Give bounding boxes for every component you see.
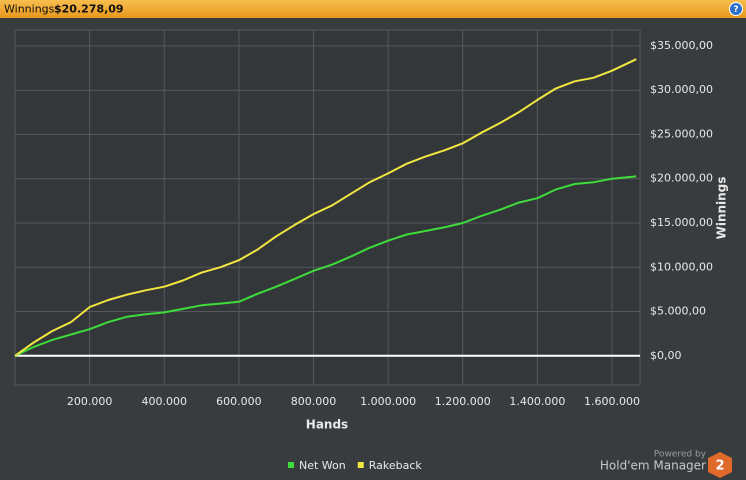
y-tick-label: $0,00: [650, 349, 682, 362]
powered-by: Powered by: [654, 450, 707, 460]
header-value: $20.278,09: [54, 3, 124, 16]
legend-swatch: [288, 462, 294, 468]
x-tick-label: 1.000.000: [360, 395, 416, 408]
y-tick-label: $35.000,00: [650, 39, 713, 52]
series-line: [14, 175, 637, 357]
y-tick-label: $30.000,00: [650, 83, 713, 96]
product-name: Hold'em Manager: [600, 459, 706, 473]
x-tick-label: 1.600.000: [584, 395, 640, 408]
y-tick-label: $25.000,00: [650, 127, 713, 140]
y-tick-label: $10.000,00: [650, 260, 713, 273]
logo-text: 2: [715, 459, 724, 474]
series-line: [14, 58, 637, 357]
x-tick-label: 200.000: [67, 395, 113, 408]
header-bar: [0, 0, 746, 18]
legend-swatch: [357, 462, 364, 468]
x-tick-label: 800.000: [291, 395, 337, 408]
legend-label: Net Won: [299, 459, 346, 472]
help-icon[interactable]: [729, 2, 743, 16]
x-tick-label: 1.200.000: [435, 395, 491, 408]
x-tick-label: 1.400.000: [509, 395, 565, 408]
y-tick-label: $20.000,00: [650, 172, 713, 185]
legend-label: Rakeback: [369, 459, 423, 472]
x-axis-label: Hands: [306, 418, 348, 432]
y-axis-label: Winnings: [715, 177, 729, 240]
header-label: Winnings:: [4, 3, 58, 16]
y-tick-label: $15.000,00: [650, 216, 713, 229]
x-tick-label: 600.000: [216, 395, 262, 408]
y-tick-label: $5.000,00: [650, 305, 706, 318]
logo: [708, 452, 732, 478]
help-icon-text[interactable]: ?: [733, 5, 738, 15]
x-tick-label: 400.000: [142, 395, 188, 408]
